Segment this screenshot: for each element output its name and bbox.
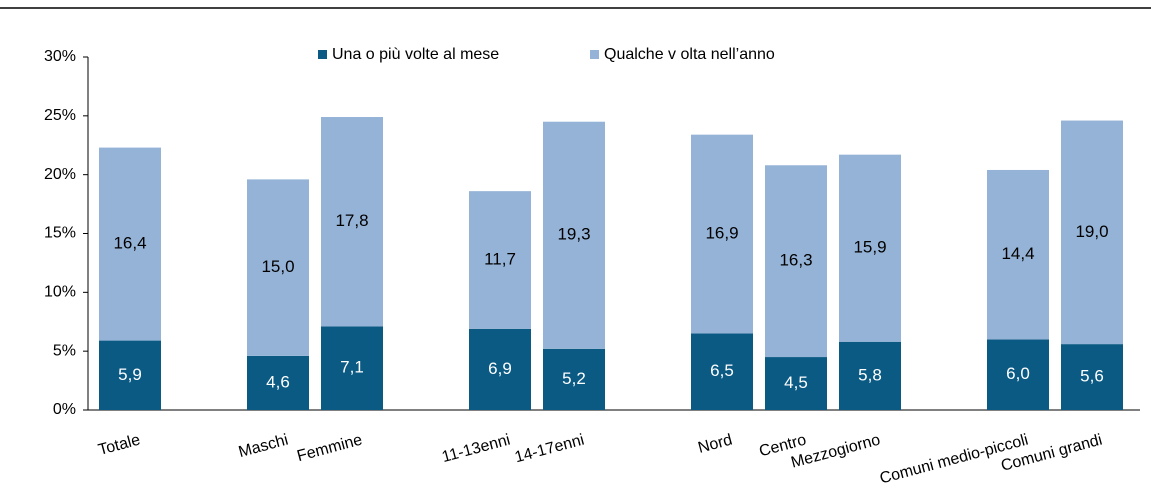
data-label: 5,2 — [562, 369, 586, 388]
bar-segment — [839, 341, 901, 410]
data-label: 6,9 — [488, 359, 512, 378]
bar-segment — [99, 147, 161, 341]
bar-segment — [765, 165, 827, 358]
x-tick-label: 11-13enni — [440, 432, 512, 467]
data-label: 6,0 — [1006, 364, 1030, 383]
y-tick-label: 25% — [44, 107, 76, 124]
bar-segment — [987, 169, 1049, 340]
bar-segment — [469, 191, 531, 329]
data-label: 14,4 — [1001, 244, 1034, 263]
bar-segment — [691, 134, 753, 334]
data-label: 17,8 — [335, 211, 368, 230]
y-tick-label: 0% — [53, 401, 76, 418]
legend-label: Una o più volte al mese — [332, 46, 499, 63]
x-tick-label: 14-17enni — [513, 432, 586, 467]
bar-segment — [321, 117, 383, 327]
bar-segment — [247, 179, 309, 356]
bar-segment — [839, 154, 901, 342]
data-label: 4,5 — [784, 373, 808, 392]
bar-segment — [543, 348, 605, 410]
y-tick-label: 30% — [44, 48, 76, 65]
data-label: 7,1 — [340, 358, 364, 377]
y-tick-label: 15% — [44, 225, 76, 242]
data-label: 5,9 — [118, 365, 142, 384]
data-label: 6,5 — [710, 361, 734, 380]
bar-segment — [1061, 344, 1123, 410]
bar-segment — [691, 333, 753, 410]
data-label: 16,4 — [113, 234, 146, 253]
legend-swatch — [318, 50, 327, 59]
data-label: 5,8 — [858, 365, 882, 384]
legend-label: Qualche v olta nell’anno — [604, 46, 775, 63]
data-label: 15,9 — [853, 238, 886, 257]
bar-segment — [987, 339, 1049, 410]
bar-segment — [1061, 120, 1123, 345]
y-tick-label: 20% — [44, 166, 76, 183]
data-label: 11,7 — [484, 249, 516, 268]
bar-segment — [321, 326, 383, 410]
x-tick-label: Maschi — [237, 432, 290, 462]
y-tick-label: 5% — [53, 342, 76, 359]
data-label: 4,6 — [266, 372, 290, 391]
x-tick-label: Totale — [96, 431, 142, 459]
bar-segment — [247, 355, 309, 410]
data-label: 19,3 — [557, 225, 590, 244]
data-label: 19,0 — [1075, 222, 1108, 241]
bar-segment — [765, 357, 827, 410]
x-tick-label: Femmine — [295, 431, 364, 465]
data-label: 16,9 — [705, 224, 738, 243]
data-label: 16,3 — [779, 251, 812, 270]
bar-segment — [543, 121, 605, 349]
legend-swatch — [590, 50, 599, 59]
data-label: 15,0 — [261, 257, 294, 276]
data-label: 5,6 — [1080, 367, 1104, 386]
x-tick-label: Nord — [696, 432, 734, 457]
y-tick-label: 10% — [44, 284, 76, 301]
bar-segment — [469, 328, 531, 410]
bar-segment — [99, 340, 161, 410]
